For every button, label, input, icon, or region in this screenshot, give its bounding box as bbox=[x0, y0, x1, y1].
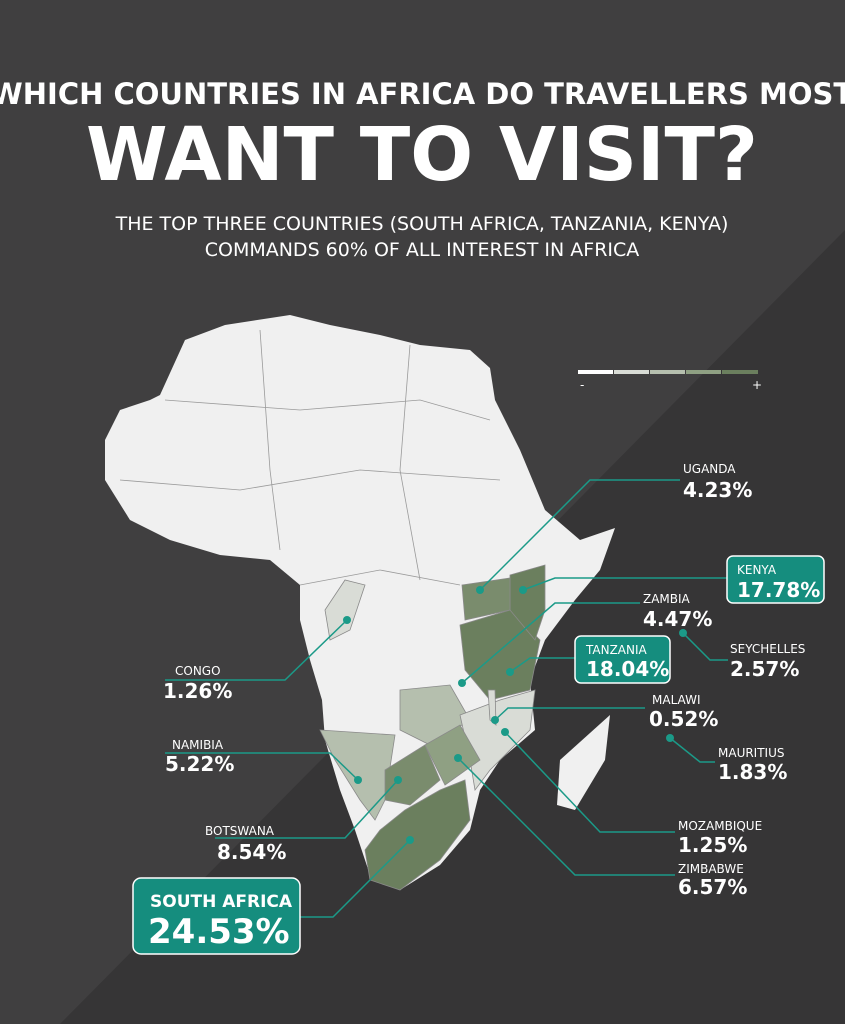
tanzania-box bbox=[574, 635, 671, 684]
subtitle: THE TOP THREE COUNTRIES (SOUTH AFRICA, T… bbox=[115, 213, 729, 235]
legend-swatch bbox=[578, 370, 613, 374]
country-name: MALAWI bbox=[652, 693, 700, 707]
subtitle: COMMANDS 60% OF ALL INTEREST IN AFRICA bbox=[205, 239, 640, 261]
leader-line bbox=[479, 479, 680, 591]
leader-line bbox=[215, 779, 399, 839]
country-share: 1.25% bbox=[678, 833, 747, 857]
borders bbox=[259, 329, 281, 551]
legend-swatch bbox=[686, 370, 721, 374]
country-name: UGANDA bbox=[683, 462, 736, 476]
country-share: 1.83% bbox=[718, 760, 787, 784]
country-share: 0.52% bbox=[649, 707, 718, 731]
country-name: MAURITIUS bbox=[718, 746, 785, 760]
map bbox=[105, 315, 615, 891]
country-name: TANZANIA bbox=[585, 643, 648, 657]
leader-dot bbox=[679, 629, 687, 637]
leader-line bbox=[165, 752, 359, 781]
country-name: SEYCHELLES bbox=[730, 642, 805, 656]
leader-dot bbox=[666, 734, 674, 742]
leader-line bbox=[300, 839, 411, 918]
borders bbox=[119, 469, 501, 491]
leader-line bbox=[669, 737, 715, 763]
country-name: ZAMBIA bbox=[643, 592, 691, 606]
legend: - + bbox=[578, 370, 762, 392]
leader-dot bbox=[458, 679, 466, 687]
leader-line bbox=[504, 731, 675, 833]
leader-dot bbox=[519, 586, 527, 594]
uganda-shape bbox=[461, 577, 511, 621]
country-name: MOZAMBIQUE bbox=[678, 819, 762, 833]
leader-line bbox=[509, 657, 575, 673]
leaders bbox=[165, 479, 728, 918]
borders bbox=[299, 569, 461, 586]
leader-dot bbox=[476, 586, 484, 594]
zimbabwe-shape bbox=[424, 724, 481, 786]
headline: WANT TO VISIT? bbox=[86, 112, 758, 198]
legend-swatch bbox=[650, 370, 685, 374]
country-name: BOTSWANA bbox=[205, 824, 275, 838]
title: WHICH COUNTRIES IN AFRICA DO TRAVELLERS … bbox=[0, 77, 845, 111]
leader-dot bbox=[406, 836, 414, 844]
leader-line bbox=[682, 632, 728, 661]
country-share: 5.22% bbox=[165, 752, 234, 776]
country-share: 4.47% bbox=[643, 607, 712, 631]
leader-dot bbox=[354, 776, 362, 784]
congo-shape bbox=[324, 579, 366, 641]
borders bbox=[164, 399, 491, 421]
country-share: 6.57% bbox=[678, 875, 747, 899]
legend-high: + bbox=[752, 378, 762, 392]
borders bbox=[399, 344, 421, 581]
leader-line bbox=[494, 707, 645, 721]
leader-dot bbox=[343, 616, 351, 624]
leader-dot bbox=[394, 776, 402, 784]
leader-dot bbox=[506, 668, 514, 676]
country-name: KENYA bbox=[737, 563, 777, 577]
kenya-box bbox=[726, 555, 825, 604]
country-name: NAMIBIA bbox=[172, 738, 224, 752]
south-africa-box bbox=[132, 877, 301, 955]
leader-line bbox=[461, 602, 640, 684]
leader-dot bbox=[491, 716, 499, 724]
country-share: 2.57% bbox=[730, 657, 799, 681]
country-share: 18.04% bbox=[586, 657, 669, 681]
leader-dot bbox=[454, 754, 462, 762]
legend-low: - bbox=[580, 378, 584, 392]
country-name: ZIMBABWE bbox=[678, 862, 744, 876]
madagascar bbox=[557, 715, 610, 810]
country-share: 24.53% bbox=[148, 912, 290, 952]
south-africa-shape bbox=[364, 779, 471, 891]
country-name: SOUTH AFRICA bbox=[150, 892, 293, 912]
leader-dot bbox=[501, 728, 509, 736]
legend-swatch bbox=[614, 370, 649, 374]
country-share: 4.23% bbox=[683, 478, 752, 502]
country-share: 1.26% bbox=[163, 679, 232, 703]
legend-swatch bbox=[722, 370, 758, 374]
labels: UGANDA 4.23% KENYA 17.78% ZAMBIA 4.47% S… bbox=[132, 462, 825, 955]
namibia-shape bbox=[319, 729, 396, 821]
leader-line bbox=[165, 619, 348, 681]
country-share: 8.54% bbox=[217, 840, 286, 864]
leader-line bbox=[457, 757, 675, 876]
country-share: 17.78% bbox=[737, 578, 820, 602]
leader-line bbox=[522, 577, 727, 591]
country-name: CONGO bbox=[175, 664, 221, 678]
